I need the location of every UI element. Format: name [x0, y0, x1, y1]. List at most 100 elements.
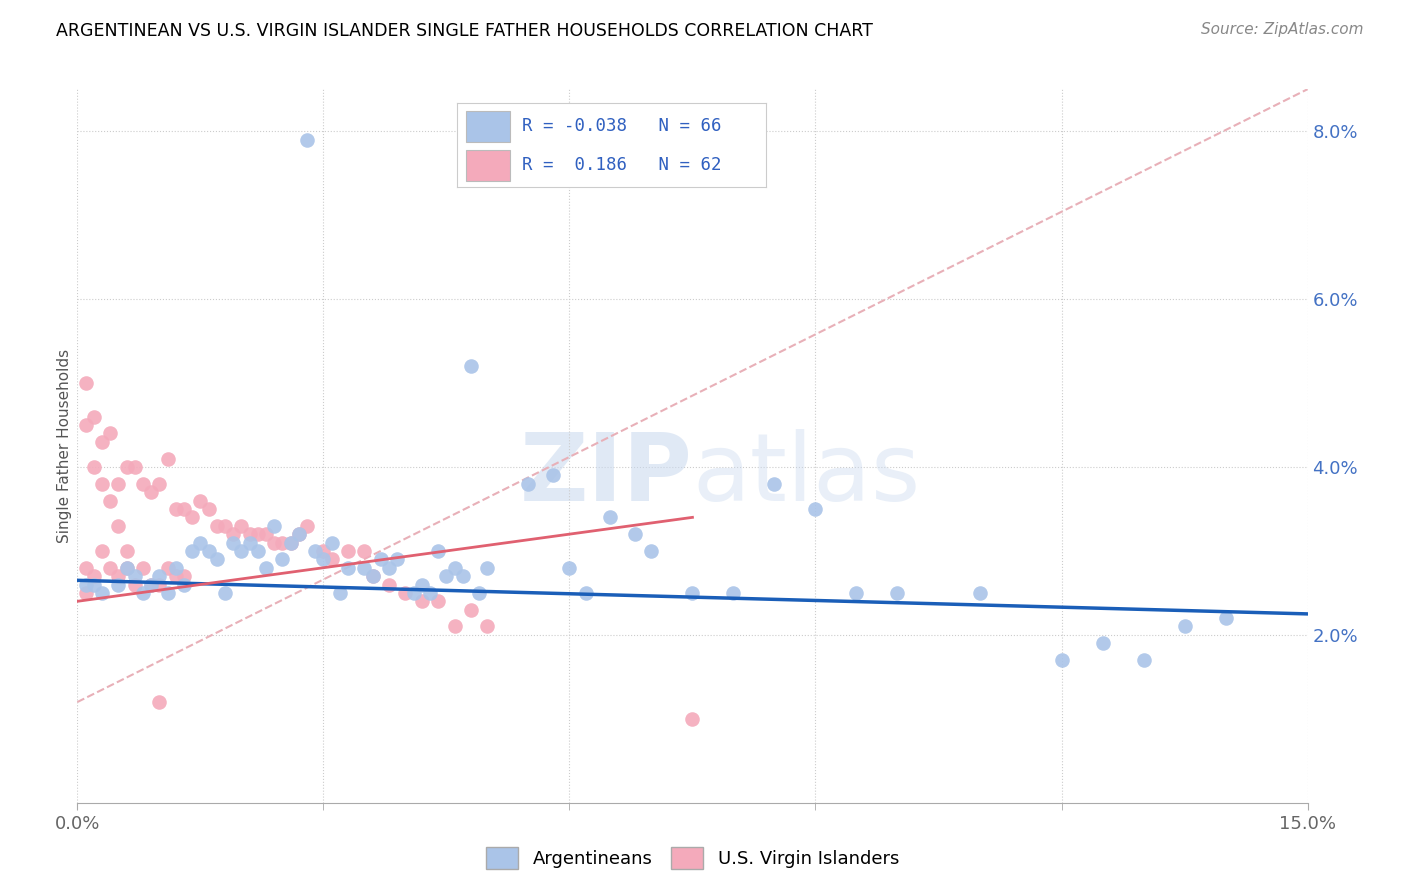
Point [222, 527, 245, 541]
Point [402, 586, 425, 600]
FancyBboxPatch shape [467, 150, 509, 180]
Point [75, 577, 97, 591]
Point [98, 493, 121, 508]
Point [1174, 619, 1197, 633]
Point [197, 502, 219, 516]
Point [156, 560, 179, 574]
Point [624, 527, 647, 541]
Point [188, 535, 212, 549]
Point [181, 510, 204, 524]
Point [378, 577, 401, 591]
Point [763, 476, 786, 491]
Point [107, 569, 129, 583]
Point [370, 552, 392, 566]
Point [353, 544, 375, 558]
Point [254, 527, 277, 541]
Point [682, 712, 704, 726]
Point [115, 460, 138, 475]
Text: R =  0.186   N = 62: R = 0.186 N = 62 [522, 156, 721, 174]
Point [288, 527, 311, 541]
Point [969, 586, 991, 600]
Point [83, 577, 105, 591]
Point [304, 544, 326, 558]
Point [90, 434, 114, 449]
Point [156, 586, 179, 600]
Point [156, 451, 179, 466]
Point [148, 569, 170, 583]
Point [173, 569, 195, 583]
Point [75, 586, 97, 600]
Point [477, 619, 499, 633]
Point [148, 695, 170, 709]
Point [83, 569, 105, 583]
Point [541, 468, 564, 483]
Point [165, 569, 187, 583]
Point [148, 577, 170, 591]
Point [124, 577, 146, 591]
Point [411, 577, 433, 591]
Point [107, 476, 129, 491]
Point [468, 586, 491, 600]
Point [205, 552, 228, 566]
Point [477, 560, 499, 574]
Point [231, 544, 253, 558]
Point [337, 544, 360, 558]
Point [132, 560, 155, 574]
Point [231, 518, 253, 533]
Point [141, 577, 163, 591]
Text: ARGENTINEAN VS U.S. VIRGIN ISLANDER SINGLE FATHER HOUSEHOLDS CORRELATION CHART: ARGENTINEAN VS U.S. VIRGIN ISLANDER SING… [56, 22, 873, 40]
Point [188, 493, 212, 508]
Point [132, 586, 155, 600]
Point [181, 544, 204, 558]
Point [436, 569, 458, 583]
Point [165, 560, 187, 574]
Point [723, 586, 745, 600]
Point [263, 535, 285, 549]
Point [246, 527, 269, 541]
Point [98, 426, 121, 441]
Point [517, 476, 540, 491]
Point [1091, 636, 1114, 650]
Point [460, 359, 482, 374]
Point [599, 510, 621, 524]
Point [886, 586, 908, 600]
Point [295, 132, 318, 146]
Point [75, 560, 97, 574]
Point [165, 502, 187, 516]
Point [90, 586, 114, 600]
Point [83, 409, 105, 424]
Point [443, 560, 465, 574]
Point [337, 560, 360, 574]
Point [411, 594, 433, 608]
Point [246, 544, 269, 558]
Point [280, 535, 302, 549]
Point [295, 518, 318, 533]
Point [1050, 653, 1073, 667]
Point [107, 577, 129, 591]
Point [387, 552, 409, 566]
Point [321, 535, 343, 549]
Point [427, 594, 450, 608]
Point [115, 560, 138, 574]
Point [427, 544, 450, 558]
Point [263, 518, 285, 533]
Point [361, 569, 384, 583]
Y-axis label: Single Father Households: Single Father Households [56, 349, 72, 543]
Point [141, 577, 163, 591]
Point [107, 518, 129, 533]
Point [90, 476, 114, 491]
FancyBboxPatch shape [467, 112, 509, 142]
Point [239, 527, 262, 541]
Point [222, 535, 245, 549]
Point [115, 560, 138, 574]
Point [1132, 653, 1154, 667]
Point [845, 586, 868, 600]
Point [271, 535, 294, 549]
Point [173, 577, 195, 591]
Point [83, 460, 105, 475]
Point [378, 560, 401, 574]
Point [640, 544, 662, 558]
Point [214, 586, 236, 600]
Point [115, 544, 138, 558]
Text: Source: ZipAtlas.com: Source: ZipAtlas.com [1201, 22, 1364, 37]
